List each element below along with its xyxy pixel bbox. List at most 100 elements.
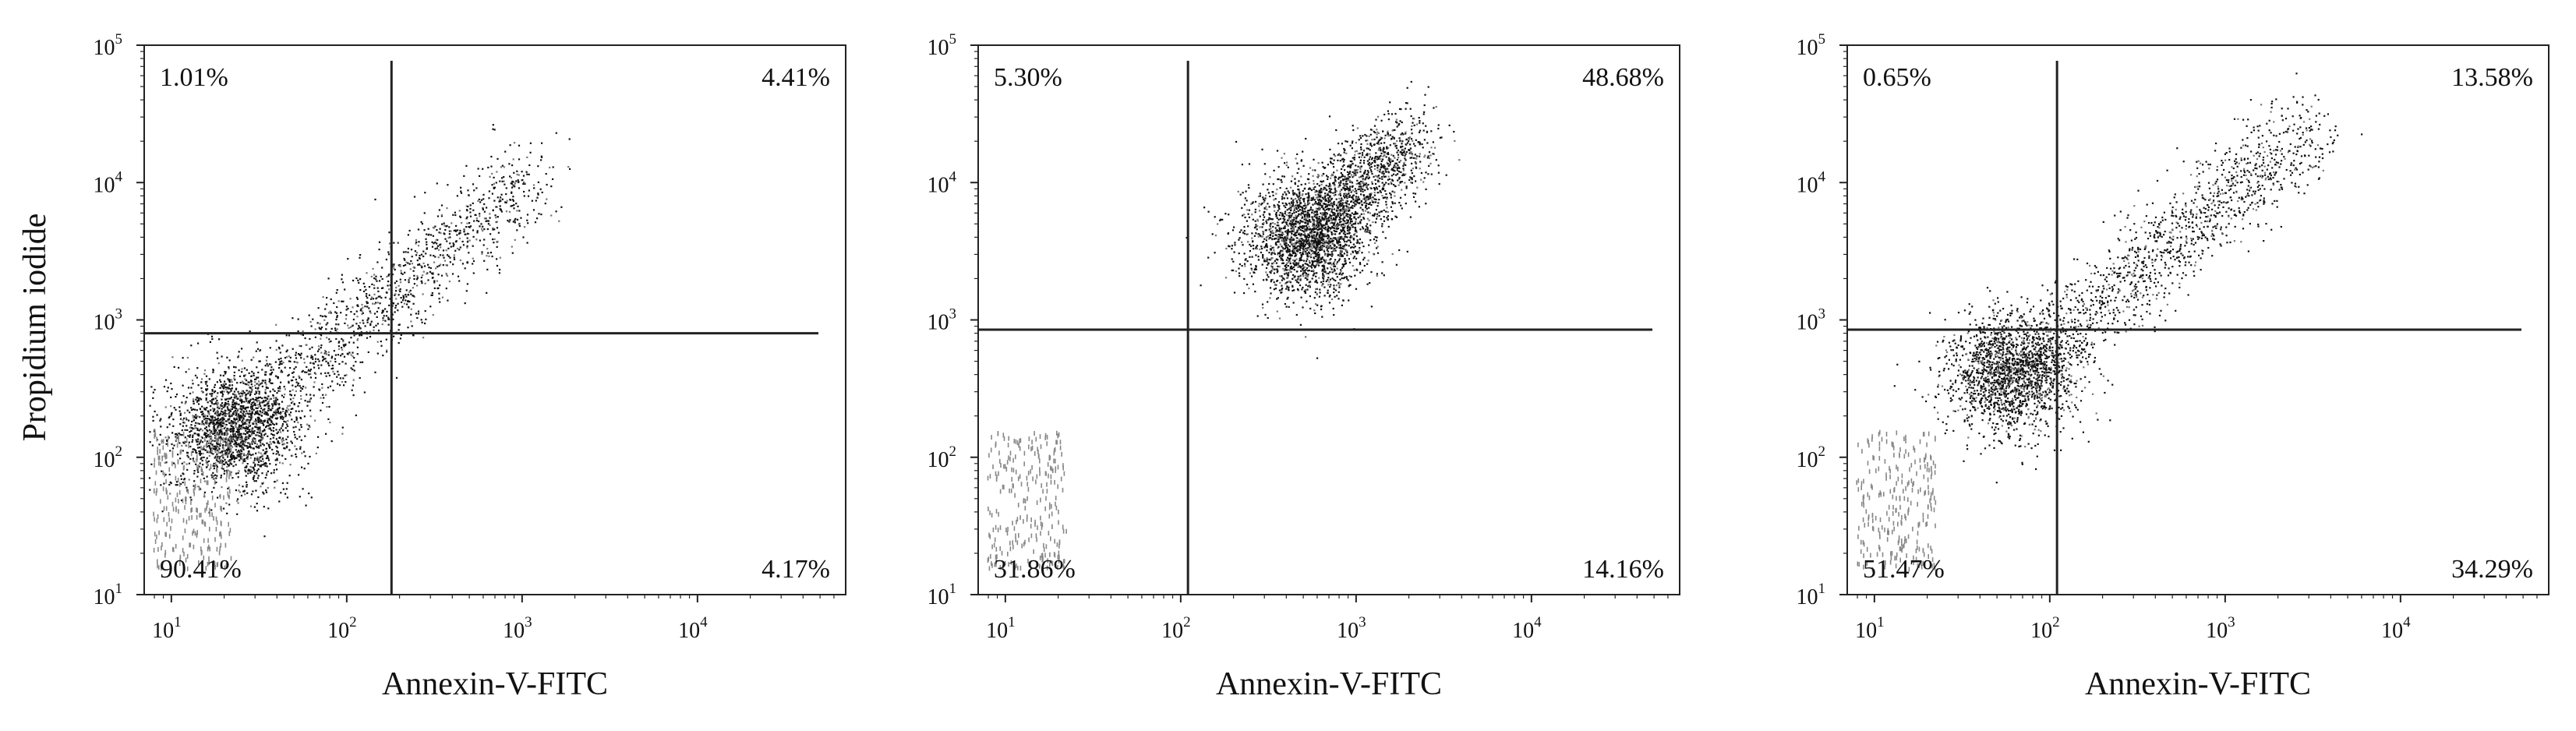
event-point xyxy=(152,415,154,418)
event-point xyxy=(1367,183,1369,186)
event-point xyxy=(1400,108,1402,111)
event-point xyxy=(158,530,160,535)
event-point xyxy=(248,390,250,393)
event-point xyxy=(242,390,245,392)
event-point xyxy=(398,329,400,331)
event-point xyxy=(1325,259,1327,261)
event-point xyxy=(1353,205,1355,207)
event-point xyxy=(176,493,178,497)
event-point xyxy=(257,421,260,423)
event-point xyxy=(228,470,231,475)
event-point xyxy=(496,264,499,267)
event-point xyxy=(261,454,263,457)
event-point xyxy=(323,319,326,321)
event-point xyxy=(1311,230,1313,232)
event-point xyxy=(241,411,243,414)
event-point xyxy=(200,457,202,461)
event-point xyxy=(366,302,369,304)
event-point xyxy=(309,426,311,429)
event-point xyxy=(1326,189,1328,192)
event-point xyxy=(1340,254,1342,256)
event-point xyxy=(205,389,207,391)
event-point xyxy=(465,217,468,220)
event-point xyxy=(210,409,212,411)
event-point xyxy=(1246,284,1249,286)
event-point xyxy=(199,447,201,449)
event-point xyxy=(440,204,443,207)
event-point xyxy=(1359,221,1362,223)
event-point xyxy=(217,449,219,454)
event-point xyxy=(175,484,177,486)
event-point xyxy=(284,409,288,412)
event-point xyxy=(1340,171,1342,174)
event-point xyxy=(317,358,320,361)
event-point xyxy=(1343,185,1345,187)
event-point xyxy=(1351,196,1354,199)
event-point xyxy=(245,471,247,473)
event-point xyxy=(1307,240,1309,242)
event-point xyxy=(207,461,209,464)
event-point xyxy=(486,291,488,294)
event-point xyxy=(235,387,238,390)
event-point xyxy=(439,284,441,287)
event-point xyxy=(320,327,323,329)
event-point xyxy=(505,202,507,204)
event-point xyxy=(1335,129,1337,132)
event-point xyxy=(233,443,235,446)
event-point xyxy=(338,362,341,366)
event-point xyxy=(221,447,224,449)
event-point xyxy=(221,425,224,427)
event-point xyxy=(459,216,462,218)
event-point xyxy=(245,429,247,432)
event-point xyxy=(306,371,308,373)
event-point xyxy=(229,397,231,400)
event-point xyxy=(279,390,281,392)
event-point xyxy=(242,444,244,447)
event-point xyxy=(504,150,507,153)
event-point xyxy=(1387,168,1389,170)
event-point xyxy=(1418,206,1420,208)
event-point xyxy=(226,390,228,393)
event-point xyxy=(224,450,227,452)
event-point xyxy=(229,415,231,418)
event-point xyxy=(182,422,185,424)
event-point xyxy=(1374,132,1376,134)
event-point xyxy=(247,406,249,408)
event-point xyxy=(171,447,175,450)
event-point xyxy=(527,195,530,197)
event-point xyxy=(208,429,210,431)
event-point xyxy=(1291,230,1293,232)
event-point xyxy=(296,438,299,440)
event-point xyxy=(513,184,515,186)
event-point xyxy=(222,453,224,456)
event-point xyxy=(1207,210,1210,213)
event-point xyxy=(1405,185,1408,188)
event-point xyxy=(179,554,182,560)
event-point xyxy=(269,347,271,349)
event-point xyxy=(239,419,241,422)
event-point xyxy=(168,483,171,486)
event-point xyxy=(249,387,251,389)
event-point xyxy=(389,298,391,300)
event-point xyxy=(233,418,235,421)
event-point xyxy=(235,464,237,466)
event-point xyxy=(490,165,493,168)
event-point xyxy=(221,408,223,410)
event-point xyxy=(1239,193,1242,196)
event-point xyxy=(196,475,199,478)
event-point xyxy=(256,404,259,406)
event-point xyxy=(227,448,229,450)
event-point xyxy=(1252,218,1254,221)
event-point xyxy=(299,376,301,379)
event-point xyxy=(221,461,223,464)
event-point xyxy=(1344,263,1346,266)
event-point xyxy=(452,242,454,245)
event-point xyxy=(191,507,193,512)
event-point xyxy=(196,440,199,443)
event-point xyxy=(200,466,203,471)
event-point xyxy=(232,422,235,425)
event-point xyxy=(315,358,317,360)
event-point xyxy=(434,248,436,250)
event-point xyxy=(324,351,327,353)
event-point xyxy=(256,456,259,458)
